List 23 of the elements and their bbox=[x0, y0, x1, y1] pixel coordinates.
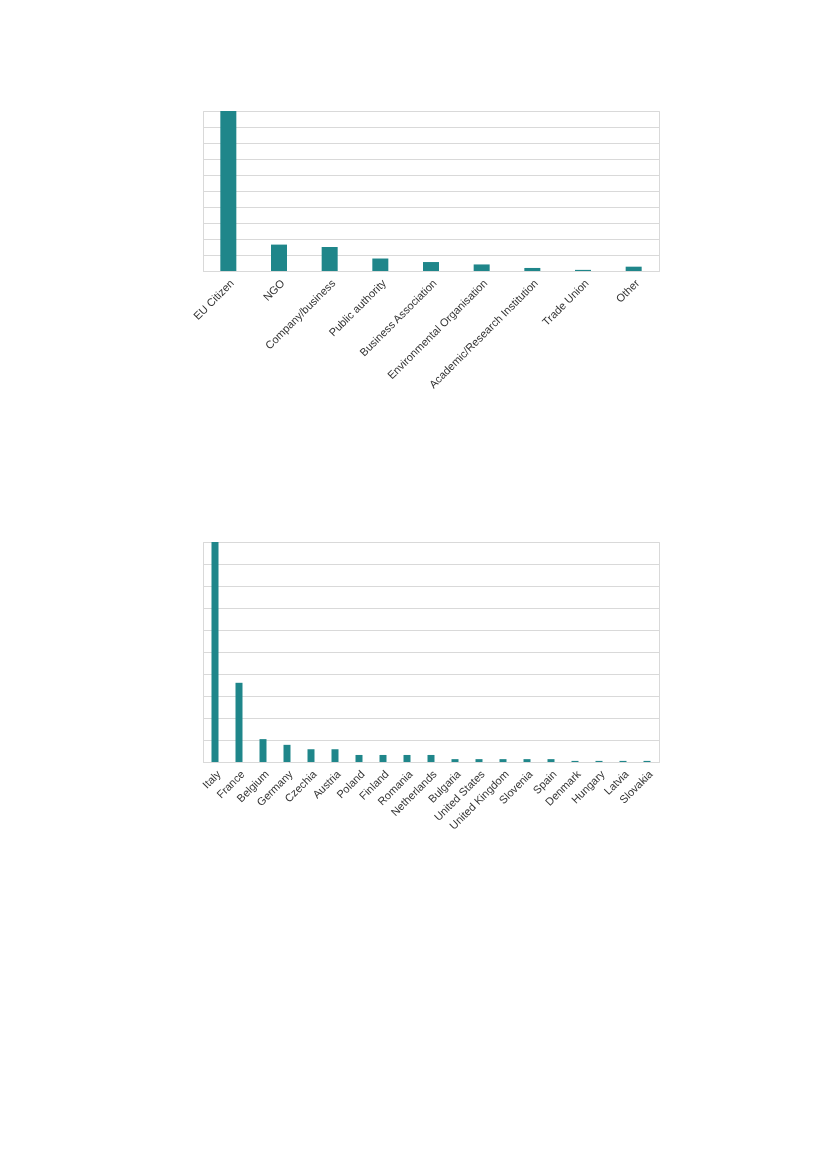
bar bbox=[211, 542, 219, 762]
bar bbox=[355, 754, 363, 762]
bar bbox=[379, 754, 387, 762]
bar bbox=[475, 759, 483, 762]
bar bbox=[283, 744, 291, 762]
bar bbox=[625, 266, 642, 271]
bar bbox=[473, 264, 490, 271]
bar bbox=[547, 759, 555, 762]
bar bbox=[423, 262, 439, 271]
bar bbox=[524, 267, 541, 271]
bar bbox=[403, 754, 411, 762]
bar bbox=[427, 754, 435, 762]
bar bbox=[271, 244, 287, 271]
bar bbox=[499, 759, 507, 762]
bar bbox=[372, 258, 389, 271]
bar bbox=[220, 111, 237, 271]
bar bbox=[523, 759, 531, 762]
bar bbox=[235, 682, 243, 762]
bar bbox=[451, 759, 459, 762]
bar bbox=[307, 749, 315, 762]
bar bbox=[321, 247, 338, 271]
bar bbox=[331, 749, 339, 762]
bar bbox=[259, 739, 267, 762]
